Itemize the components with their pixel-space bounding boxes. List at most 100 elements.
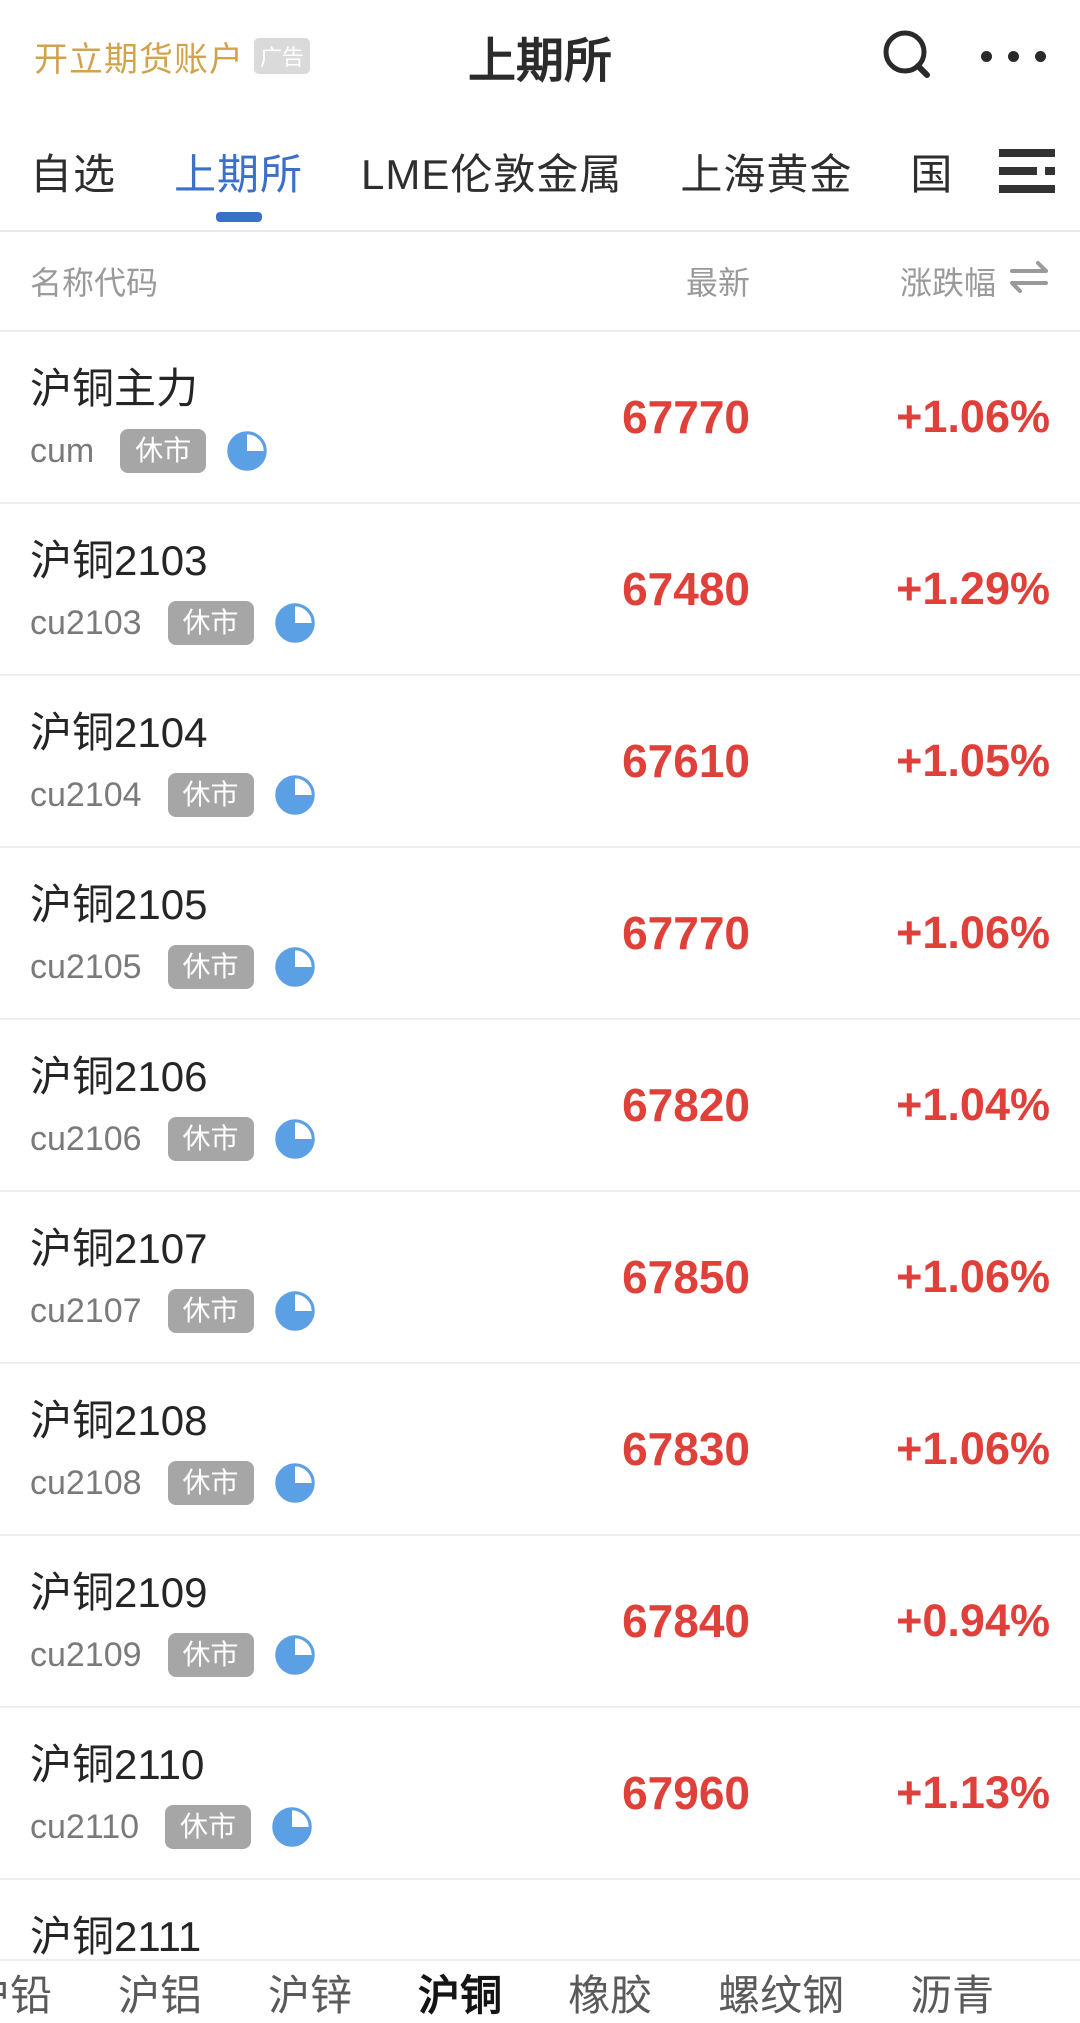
bottom-tab[interactable]: 螺纹钢 (718, 1971, 845, 2019)
last-price: 67610 (622, 735, 750, 787)
contract-name: 沪铜2108 (30, 1397, 208, 1444)
last-price: 67840 (622, 1595, 750, 1647)
market-status-badge: 休市 (120, 429, 207, 473)
market-status-badge: 休市 (167, 1289, 254, 1333)
contract-subline: cum 休市 (30, 427, 520, 475)
quote-row[interactable]: 沪铜2107 cu2107 休市 67850 +1.06% (0, 1192, 1080, 1364)
top-tab[interactable]: 上期所 (174, 112, 303, 230)
pie-chart-icon (272, 772, 318, 818)
contract-name: 沪铜2107 (30, 1225, 208, 1272)
contract-code: cu2106 (30, 1119, 142, 1158)
top-tab[interactable]: 自选 (30, 150, 117, 198)
contract-subline: cu2103 休市 (30, 599, 520, 647)
ad-badge: 广告 (254, 38, 310, 74)
bottom-tab[interactable]: 沥青 (910, 1971, 995, 2019)
column-change-percent[interactable]: 涨跌幅 (750, 258, 1050, 304)
header-actions (879, 27, 1046, 85)
contract-name-cell: 沪铜2108 cu2108 休市 (30, 1391, 520, 1507)
market-status-badge: 休市 (167, 945, 254, 989)
contract-name: 沪铜2104 (30, 709, 208, 756)
top-tab[interactable]: 国 (910, 150, 954, 198)
contract-code: cu2103 (30, 603, 142, 642)
market-status-badge: 休市 (167, 1461, 254, 1505)
pie-chart-icon (269, 1804, 315, 1850)
pie-chart-icon (224, 428, 270, 474)
bottom-tab[interactable]: 沪锌 (268, 1971, 353, 2019)
contract-code: cu2108 (30, 1463, 142, 1502)
column-last-price: 最新 (685, 265, 750, 301)
contract-name-cell: 沪铜2111 (30, 1907, 520, 1961)
contract-name-cell: 沪铜主力 cum 休市 (30, 359, 520, 475)
open-futures-account-label: 开立期货账户 (34, 40, 244, 79)
contract-subline: cu2104 休市 (30, 771, 520, 819)
contract-subline: cu2109 休市 (30, 1631, 520, 1679)
quote-row[interactable]: 沪铜2109 cu2109 休市 67840 +0.94% (0, 1536, 1080, 1708)
quote-row[interactable]: 沪铜2105 cu2105 休市 67770 +1.06% (0, 848, 1080, 1020)
quote-row[interactable]: 沪铜2104 cu2104 休市 67610 +1.05% (0, 676, 1080, 848)
quote-row[interactable]: 沪铜2110 cu2110 休市 67960 +1.13% (0, 1708, 1080, 1880)
quote-list: 沪铜主力 cum 休市 67770 +1.06% 沪铜2103 cu2103 休… (0, 332, 1080, 1961)
contract-name-cell: 沪铜2105 cu2105 休市 (30, 875, 520, 991)
contract-name-cell: 沪铜2109 cu2109 休市 (30, 1563, 520, 1679)
contract-name: 沪铜2105 (30, 881, 208, 928)
market-status-badge: 休市 (167, 1117, 254, 1161)
more-icon[interactable] (981, 50, 1046, 62)
contract-subline: cu2105 休市 (30, 943, 520, 991)
contract-name: 沪铜2111 (30, 1913, 202, 1960)
contract-subline: cu2110 休市 (30, 1803, 520, 1851)
column-change-label: 涨跌幅 (899, 265, 996, 301)
last-price: 67770 (622, 907, 750, 959)
tab-overflow-menu-icon[interactable] (975, 112, 1080, 230)
pie-chart-icon (272, 944, 318, 990)
pie-chart-icon (272, 1632, 318, 1678)
pie-chart-icon (272, 1288, 318, 1334)
market-status-badge: 休市 (165, 1805, 252, 1849)
quote-row[interactable]: 沪铜2106 cu2106 休市 67820 +1.04% (0, 1020, 1080, 1192)
contract-name: 沪铜2109 (30, 1569, 208, 1616)
contract-code: cu2109 (30, 1635, 142, 1674)
quote-table-header: 名称代码 最新 涨跌幅 (0, 232, 1080, 332)
contract-code: cum (30, 431, 95, 470)
contract-name-cell: 沪铜2103 cu2103 休市 (30, 531, 520, 647)
open-futures-account-link[interactable]: 开立期货账户 广告 (34, 32, 310, 81)
bottom-tab[interactable]: 沪铜 (418, 1971, 503, 2019)
change-percent: +1.29% (896, 563, 1050, 614)
contract-name-cell: 沪铜2107 cu2107 休市 (30, 1219, 520, 1335)
market-status-badge: 休市 (167, 601, 254, 645)
bottom-tab[interactable]: 橡胶 (568, 1971, 653, 2019)
contract-name: 沪铜2110 (30, 1741, 205, 1788)
last-price: 67960 (622, 1767, 750, 1819)
quote-row[interactable]: 沪铜2111 (0, 1880, 1080, 1961)
contract-code: cu2105 (30, 947, 142, 986)
contract-subline: cu2107 休市 (30, 1287, 520, 1335)
bottom-tab[interactable]: 沪铝 (118, 1971, 203, 2019)
search-icon[interactable] (879, 27, 937, 85)
change-percent: +1.06% (896, 391, 1050, 442)
contract-name-cell: 沪铜2104 cu2104 休市 (30, 703, 520, 819)
pie-chart-icon (272, 1116, 318, 1162)
category-bottom-bar: 沪铅 沪铝 沪锌 沪铜 橡胶 螺纹钢 沥青 (0, 1961, 1080, 2023)
app-header: 开立期货账户 广告 上期所 (0, 0, 1080, 112)
top-tab[interactable]: LME伦敦金属 (361, 150, 623, 198)
top-tab[interactable]: 上海黄金 (680, 150, 853, 198)
quote-row[interactable]: 沪铜主力 cum 休市 67770 +1.06% (0, 332, 1080, 504)
last-price: 67770 (622, 391, 750, 443)
contract-name: 沪铜2106 (30, 1053, 208, 1100)
change-percent: +1.06% (896, 1251, 1050, 1302)
contract-name-cell: 沪铜2106 cu2106 休市 (30, 1047, 520, 1163)
last-price: 67820 (622, 1079, 750, 1131)
contract-subline: cu2106 休市 (30, 1115, 520, 1163)
change-percent: +1.06% (896, 1423, 1050, 1474)
contract-code: cu2107 (30, 1291, 142, 1330)
quote-row[interactable]: 沪铜2108 cu2108 休市 67830 +1.06% (0, 1364, 1080, 1536)
sort-swap-icon[interactable] (1008, 259, 1050, 303)
pie-chart-icon (272, 1460, 318, 1506)
change-percent: +1.05% (896, 735, 1050, 786)
pie-chart-icon (272, 600, 318, 646)
quote-row[interactable]: 沪铜2103 cu2103 休市 67480 +1.29% (0, 504, 1080, 676)
exchange-tabbar: 自选 上期所 LME伦敦金属 上海黄金 国 (0, 112, 1080, 232)
contract-name-cell: 沪铜2110 cu2110 休市 (30, 1735, 520, 1851)
change-percent: +1.04% (896, 1079, 1050, 1130)
bottom-tab[interactable]: 沪铅 (0, 1971, 53, 2019)
exchange-tabs: 自选 上期所 LME伦敦金属 上海黄金 国 (0, 112, 1080, 230)
